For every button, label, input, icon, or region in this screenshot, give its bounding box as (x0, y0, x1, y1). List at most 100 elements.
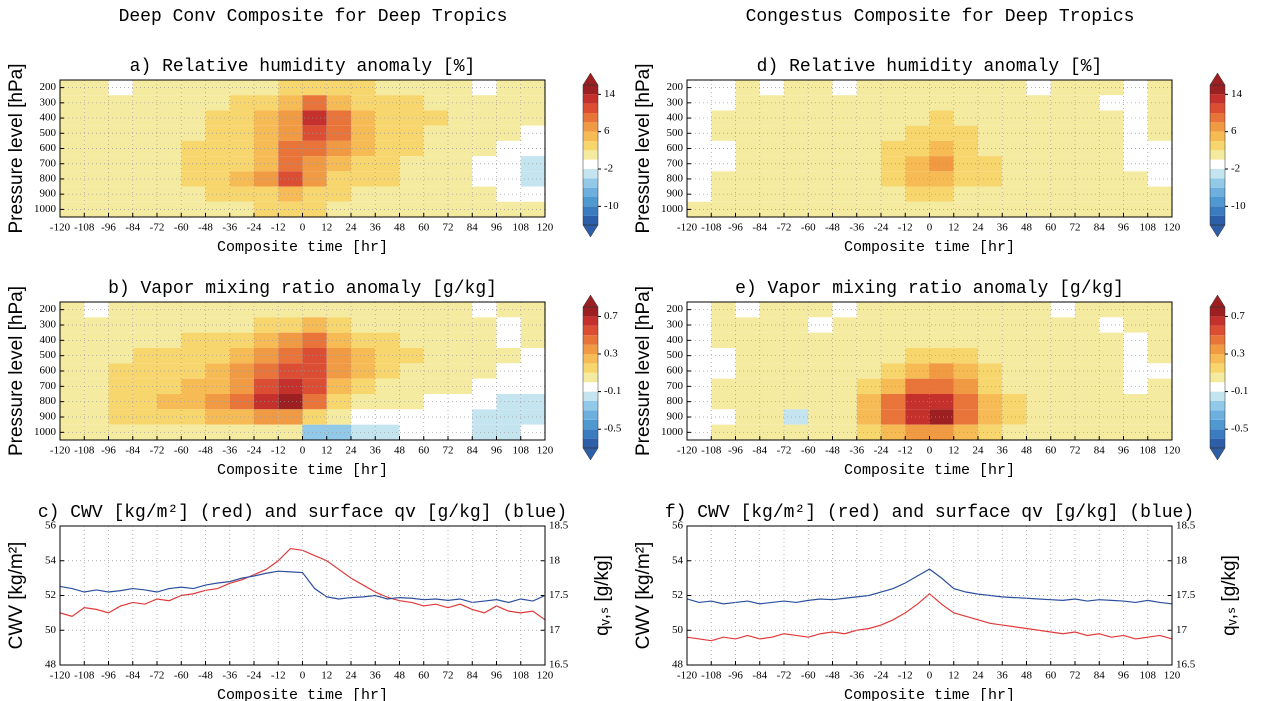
colorbar-extend (582, 224, 599, 238)
heat-cell (157, 156, 182, 172)
heat-cell (953, 95, 978, 111)
heat-cell (808, 302, 833, 318)
x-tick-label: -84 (752, 445, 767, 457)
heat-cell (784, 302, 809, 318)
colorbar-band (1210, 382, 1225, 392)
x-tick-label: -108 (701, 445, 722, 457)
y2-tick-label: 18.5 (549, 520, 569, 532)
heat-cell (881, 302, 906, 318)
heat-cell (302, 156, 327, 172)
colorbar-tick-label: -0.1 (1231, 385, 1248, 397)
heat-cell (278, 95, 303, 111)
heat-cell (1026, 332, 1051, 348)
heat-cell (1026, 95, 1051, 111)
heat-cell (929, 186, 954, 202)
y-tick-label: 200 (667, 81, 684, 93)
heat-cell (278, 201, 303, 217)
colorbar-band (1210, 131, 1225, 141)
colorbar-extend (1209, 72, 1226, 86)
heat-cell (423, 348, 448, 364)
heat-cell (302, 125, 327, 141)
x-tick-label: -48 (825, 445, 840, 457)
x-tick-label: -84 (125, 222, 140, 234)
heat-cell (953, 302, 978, 318)
y-tick-label: 1000 (34, 426, 57, 438)
colorbar-band (583, 354, 598, 364)
colorbar-band (1210, 197, 1225, 207)
heat-cell (905, 156, 930, 172)
x-tick-label: 24 (973, 670, 985, 682)
heat-cell (978, 186, 1003, 202)
x-tick-label: 72 (1070, 445, 1081, 457)
heat-cell (278, 363, 303, 379)
x-tick-label: 108 (513, 670, 530, 682)
x-tick-label: 48 (394, 222, 406, 234)
x-tick-label: 96 (1118, 445, 1130, 457)
heat-cell (423, 409, 448, 425)
heat-cell (278, 171, 303, 187)
y-tick-label: 400 (40, 112, 57, 124)
y-tick-label: 500 (40, 349, 57, 361)
heat-cell (929, 156, 954, 172)
x-tick-label: -12 (271, 445, 286, 457)
heat-cell (953, 80, 978, 96)
heat-cell (254, 201, 279, 217)
heat-cell (784, 95, 809, 111)
x-tick-label: 84 (1094, 445, 1106, 457)
y2-tick-label: 18 (549, 554, 561, 566)
heat-cell (278, 317, 303, 333)
heat-cell (423, 332, 448, 348)
heat-cell (953, 409, 978, 425)
heat-cell (784, 125, 809, 141)
x-tick-label: -60 (174, 445, 189, 457)
x-tick-label: 36 (997, 222, 1009, 234)
heat-cell (905, 95, 930, 111)
heat-cell (278, 110, 303, 126)
heat-cell (399, 332, 424, 348)
heat-cell (1002, 201, 1027, 217)
heat-cell (1050, 201, 1075, 217)
heat-cell (205, 80, 230, 96)
y-tick-label: 500 (667, 349, 684, 361)
heat-cell (832, 186, 857, 202)
heat-cell (953, 332, 978, 348)
heat-cell (302, 80, 327, 96)
colorbar-band (583, 410, 598, 420)
heat-cell (929, 302, 954, 318)
colorbar-band (1210, 401, 1225, 411)
x-tick-label: -120 (50, 670, 71, 682)
heat-cell (205, 348, 230, 364)
colorbar-band (1210, 94, 1225, 104)
heat-cell (157, 378, 182, 394)
heat-cell (254, 363, 279, 379)
heat-cell (881, 363, 906, 379)
x-tick-label: 0 (300, 222, 306, 234)
heat-cell (157, 394, 182, 410)
heat-cell (978, 156, 1003, 172)
heat-cell (351, 95, 376, 111)
heat-cell (399, 110, 424, 126)
x-tick-label: -96 (101, 445, 116, 457)
heat-cell (832, 348, 857, 364)
heat-cell (399, 125, 424, 141)
colorbar-tick-label: -2 (1231, 163, 1240, 175)
heat-cell (399, 201, 424, 217)
heat-cell (399, 156, 424, 172)
heat-cell (856, 394, 881, 410)
heat-cell (229, 95, 254, 111)
y-tick-label: 800 (40, 395, 57, 407)
heat-cell (205, 186, 230, 202)
heat-cell (784, 110, 809, 126)
x-tick-label: -60 (174, 222, 189, 234)
heat-cell (905, 302, 930, 318)
heat-cell (856, 140, 881, 157)
y-axis-label: Pressure level [hPa] (6, 286, 27, 456)
heat-cell (978, 363, 1003, 379)
x-tick-label: 48 (394, 445, 406, 457)
colorbar-band (583, 344, 598, 354)
heat-cell (1050, 394, 1075, 410)
x-tick-label: 120 (1164, 445, 1181, 457)
x-tick-label: -108 (74, 670, 95, 682)
x-axis-label: Composite time [hr] (217, 239, 388, 256)
heat-cell (953, 378, 978, 394)
